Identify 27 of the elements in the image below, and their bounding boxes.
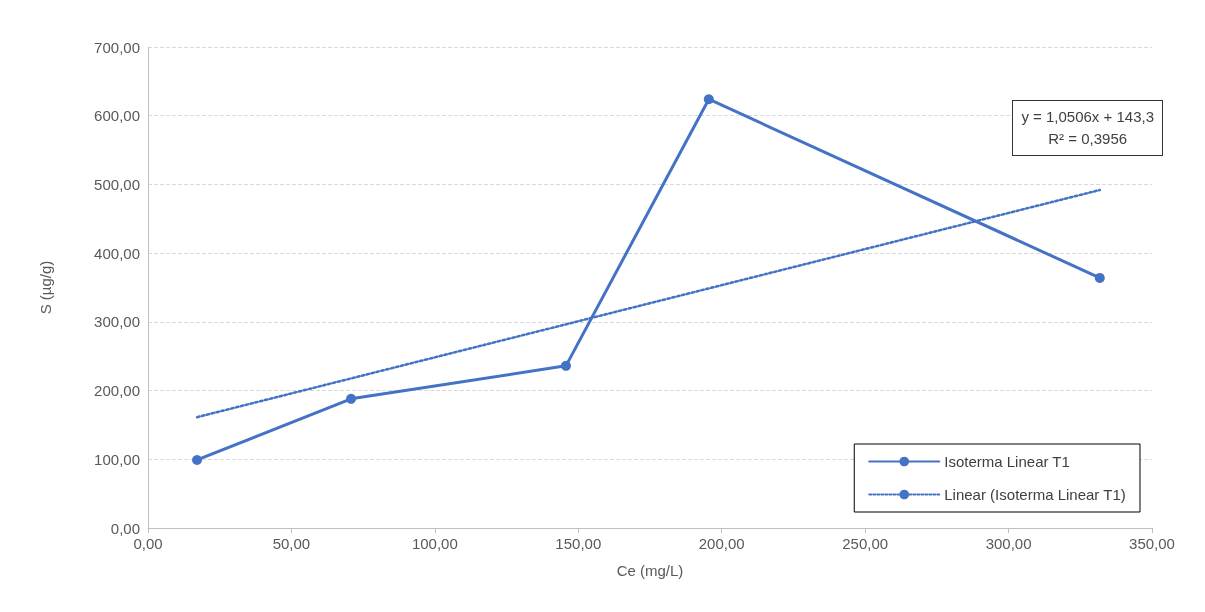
y-tick-label: 400,00 <box>94 244 140 262</box>
x-tick-label: 100,00 <box>411 535 458 552</box>
x-axis-title: Ce (mg/L) <box>616 562 684 579</box>
x-tick-label: 50,00 <box>272 535 311 552</box>
y-tick-label: 600,00 <box>94 107 140 125</box>
y-tick-label: 500,00 <box>94 175 140 193</box>
legend-label: Linear (Isoterma Linear T1) <box>944 486 1126 503</box>
x-tick-label: 300,00 <box>985 535 1032 552</box>
y-tick-label: 300,00 <box>94 313 140 331</box>
x-tick-label: 200,00 <box>698 535 745 552</box>
point <box>1094 272 1105 283</box>
x-tick-label: 350,00 <box>1129 535 1175 552</box>
annotation: R² = 0,3956 <box>1047 129 1129 149</box>
y-axis-title: S (µg/g) <box>37 260 54 315</box>
x-tick-label: 150,00 <box>555 535 602 552</box>
x-tick-label: 250,00 <box>842 535 889 552</box>
point <box>192 454 203 465</box>
point <box>703 94 714 105</box>
annotation: y = 1,0506x + 143,3 <box>1021 107 1154 127</box>
y-tick-label: 0,00 <box>110 519 140 537</box>
x-tick-label: 0,00 <box>133 535 163 552</box>
y-tick-label: 700,00 <box>94 38 140 56</box>
y-tick-label: 100,00 <box>94 450 140 468</box>
y-tick-label: 200,00 <box>94 382 140 400</box>
point <box>346 393 357 404</box>
legend-label: Isoterma Linear T1 <box>944 453 1070 470</box>
point <box>560 360 571 371</box>
